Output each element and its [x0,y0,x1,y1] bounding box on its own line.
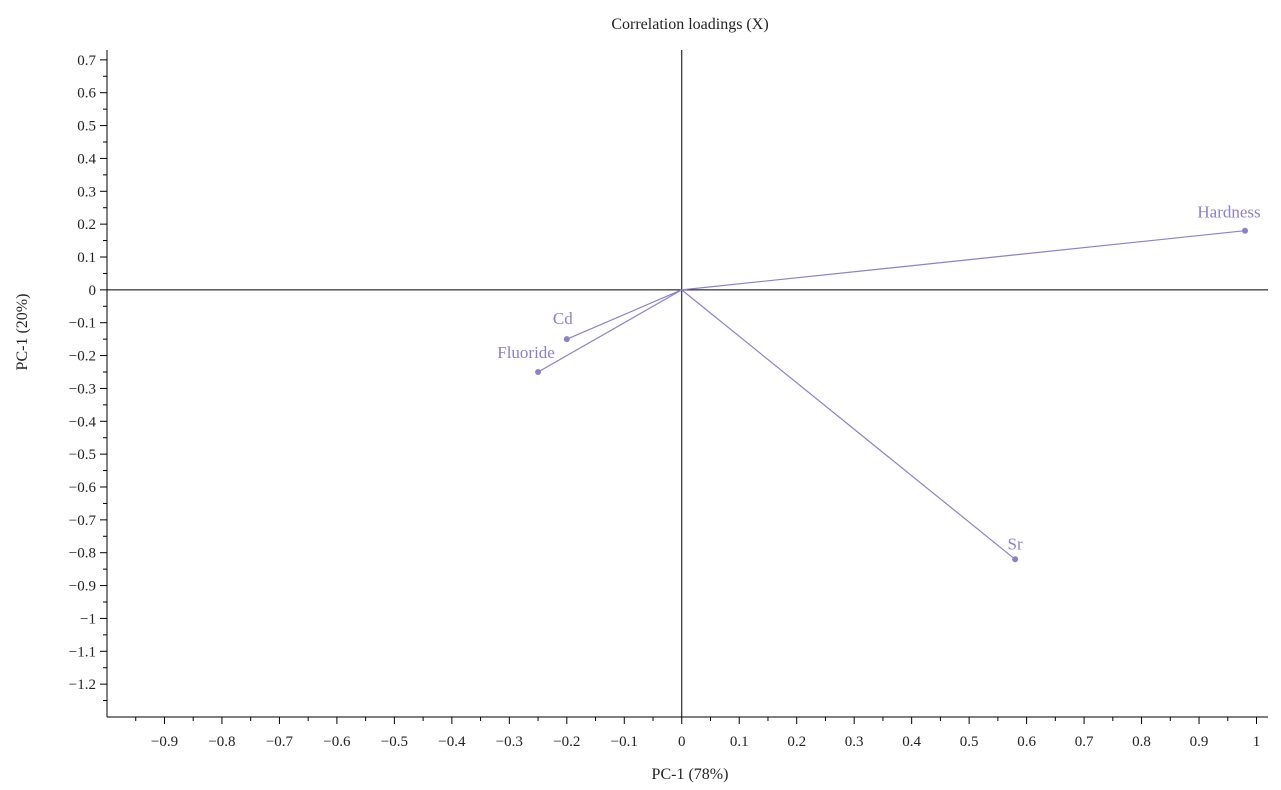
x-axis-title: PC-1 (78%) [652,766,729,783]
x-tick-label: −0.3 [496,734,523,750]
y-tick-label: −0.9 [69,579,96,595]
y-tick-label: 0.3 [77,184,96,200]
x-tick-label: 0.1 [730,734,749,750]
y-tick-label: 0.1 [77,250,96,266]
x-tick-label: 0.5 [960,734,979,750]
chart-title: Correlation loadings (X) [611,16,768,33]
loading-points: Hardness Cd Fluoride Sr [497,203,1261,563]
loading-vector [681,289,1016,560]
x-tick-label: 0.2 [787,734,806,750]
y-tick-label: 0.4 [77,151,96,167]
loading-point [1242,227,1249,234]
y-tick-label: 0.7 [77,53,96,69]
y-tick-label: 0.5 [77,119,96,135]
y-tick-label: 0.6 [77,86,96,102]
y-axis-title: PC-1 (20%) [14,294,31,371]
point-label: Hardness [1197,203,1260,222]
point-label: Cd [553,309,573,328]
point-label: Fluoride [497,343,555,362]
y-tick-label: −0.7 [69,513,97,529]
y-tick-label: 0.2 [77,217,96,233]
x-tick-label: 1 [1253,734,1261,750]
point-label: Sr [1008,534,1023,553]
x-axis-ticks: −0.9 −0.8 −0.7 −0.6 −0.5 −0.4 −0.3 −0.2 −0.1 0 0.1… [135,717,1261,750]
x-tick-label: 0.6 [1017,734,1036,750]
loading-point [535,369,542,375]
x-tick-label: −0.8 [208,734,235,750]
loading-point [1012,556,1019,563]
loading-vector [537,289,683,373]
y-tick-label: −0.8 [69,546,96,562]
x-tick-label: 0.7 [1075,734,1094,750]
y-tick-label: −0.4 [69,414,97,430]
x-tick-label: 0.9 [1190,734,1209,750]
x-tick-label: −0.2 [553,734,580,750]
x-tick-label: −0.7 [266,734,294,750]
loading-vector [681,230,1246,291]
loading-point [563,336,570,343]
axes [106,50,1268,718]
y-tick-label: −0.6 [69,480,97,496]
y-axis-ticks: 0.7 0.6 0.5 0.4 0.3 0.2 0.1 0 −0.1 −0.2 −0.3 −0.4 −0… [69,53,107,702]
y-tick-label: −0.2 [69,349,96,365]
loading-vector [566,289,682,340]
x-tick-label: −0.6 [323,734,351,750]
x-tick-label: 0.4 [902,734,921,750]
y-tick-label: −0.5 [69,447,96,463]
x-tick-label: 0 [678,734,686,750]
y-tick-label: −1.2 [69,677,96,693]
x-tick-label: −0.4 [438,734,466,750]
x-tick-label: −0.1 [611,734,638,750]
x-tick-label: 0.8 [1132,734,1151,750]
x-tick-label: −0.9 [151,734,178,750]
x-tick-label: 0.3 [845,734,864,750]
y-tick-label: −1.1 [69,644,96,660]
x-tick-label: −0.5 [381,734,408,750]
loading-vectors [537,230,1246,560]
y-tick-label: −0.1 [69,316,96,332]
zero-lines [107,50,1268,717]
y-tick-label: −1 [80,611,96,627]
y-tick-label: 0 [89,283,97,299]
y-tick-label: −0.3 [69,381,96,397]
